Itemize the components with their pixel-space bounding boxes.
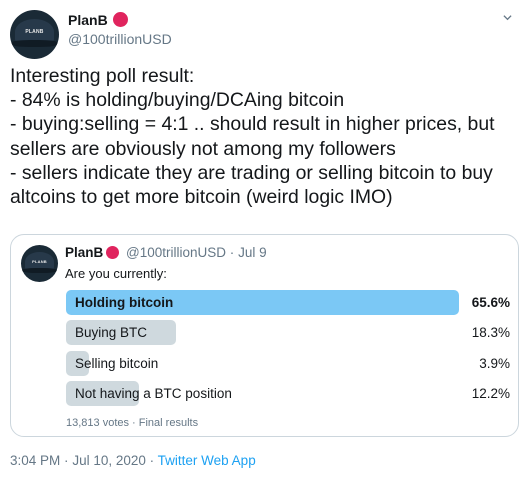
quoted-author-handle: @100trillionUSD	[126, 245, 227, 260]
poll-option-percent: 65.6%	[471, 295, 510, 310]
poll-option-percent: 18.3%	[471, 325, 510, 340]
tweet-footer: 3:04 PM · Jul 10, 2020 · Twitter Web App	[10, 453, 256, 468]
author-handle[interactable]: @100trillionUSD	[68, 31, 172, 47]
quoted-author-avatar: PLANB	[21, 245, 58, 282]
quoted-author-name: PlanB	[65, 245, 104, 260]
poll-bar	[66, 320, 176, 345]
poll-meta: 13,813 votes · Final results	[66, 417, 199, 429]
poll-option: Holding bitcoin 65.6%	[66, 290, 510, 315]
poll-bar	[66, 351, 90, 376]
red-circle-badge-icon	[112, 12, 128, 27]
poll-option-percent: 3.9%	[479, 356, 510, 371]
poll-option-label: Buying BTC	[75, 325, 148, 340]
quoted-date: Jul 9	[238, 245, 267, 260]
tweet-text: Interesting poll result: - 84% is holdin…	[10, 65, 495, 209]
cap-shape	[14, 18, 55, 45]
avatar-logo: PLANB	[25, 28, 44, 35]
dot-separator: ·	[149, 453, 155, 468]
poll-option-label: Selling bitcoin	[75, 356, 159, 371]
poll-option-percent: 12.2%	[471, 386, 510, 401]
cap-shape	[24, 251, 55, 271]
poll-question: Are you currently:	[65, 266, 167, 281]
poll-bar	[66, 290, 459, 315]
cap-visor	[21, 267, 58, 274]
tweet-date[interactable]: Jul 10, 2020	[72, 453, 146, 468]
cap-visor	[10, 40, 58, 48]
chevron-down-icon[interactable]	[503, 13, 512, 22]
dot-separator: ·	[64, 453, 69, 468]
author-name[interactable]: PlanB	[68, 12, 108, 28]
poll-option: Buying BTC 18.3%	[66, 320, 510, 345]
poll-option-label: Holding bitcoin	[75, 295, 174, 310]
author-name-row[interactable]: PlanB	[68, 12, 128, 30]
red-circle-badge-icon	[106, 246, 120, 259]
dot-separator: ·	[229, 245, 235, 260]
poll-option: Selling bitcoin 3.9%	[66, 351, 510, 376]
avatar-logo: PLANB	[32, 259, 47, 265]
quoted-tweet-card[interactable]: PLANB PlanB @100trillionUSD · Jul 9 Are …	[10, 234, 519, 437]
quoted-header: PlanB @100trillionUSD · Jul 9	[65, 245, 267, 260]
poll-option-label: Not having a BTC position	[75, 386, 232, 401]
author-avatar[interactable]: PLANB	[10, 10, 59, 59]
poll-bar	[66, 381, 140, 406]
poll-option: Not having a BTC position 12.2%	[66, 381, 510, 406]
tweet-time[interactable]: 3:04 PM	[10, 453, 61, 468]
tweet-source-link[interactable]: Twitter Web App	[157, 453, 256, 468]
